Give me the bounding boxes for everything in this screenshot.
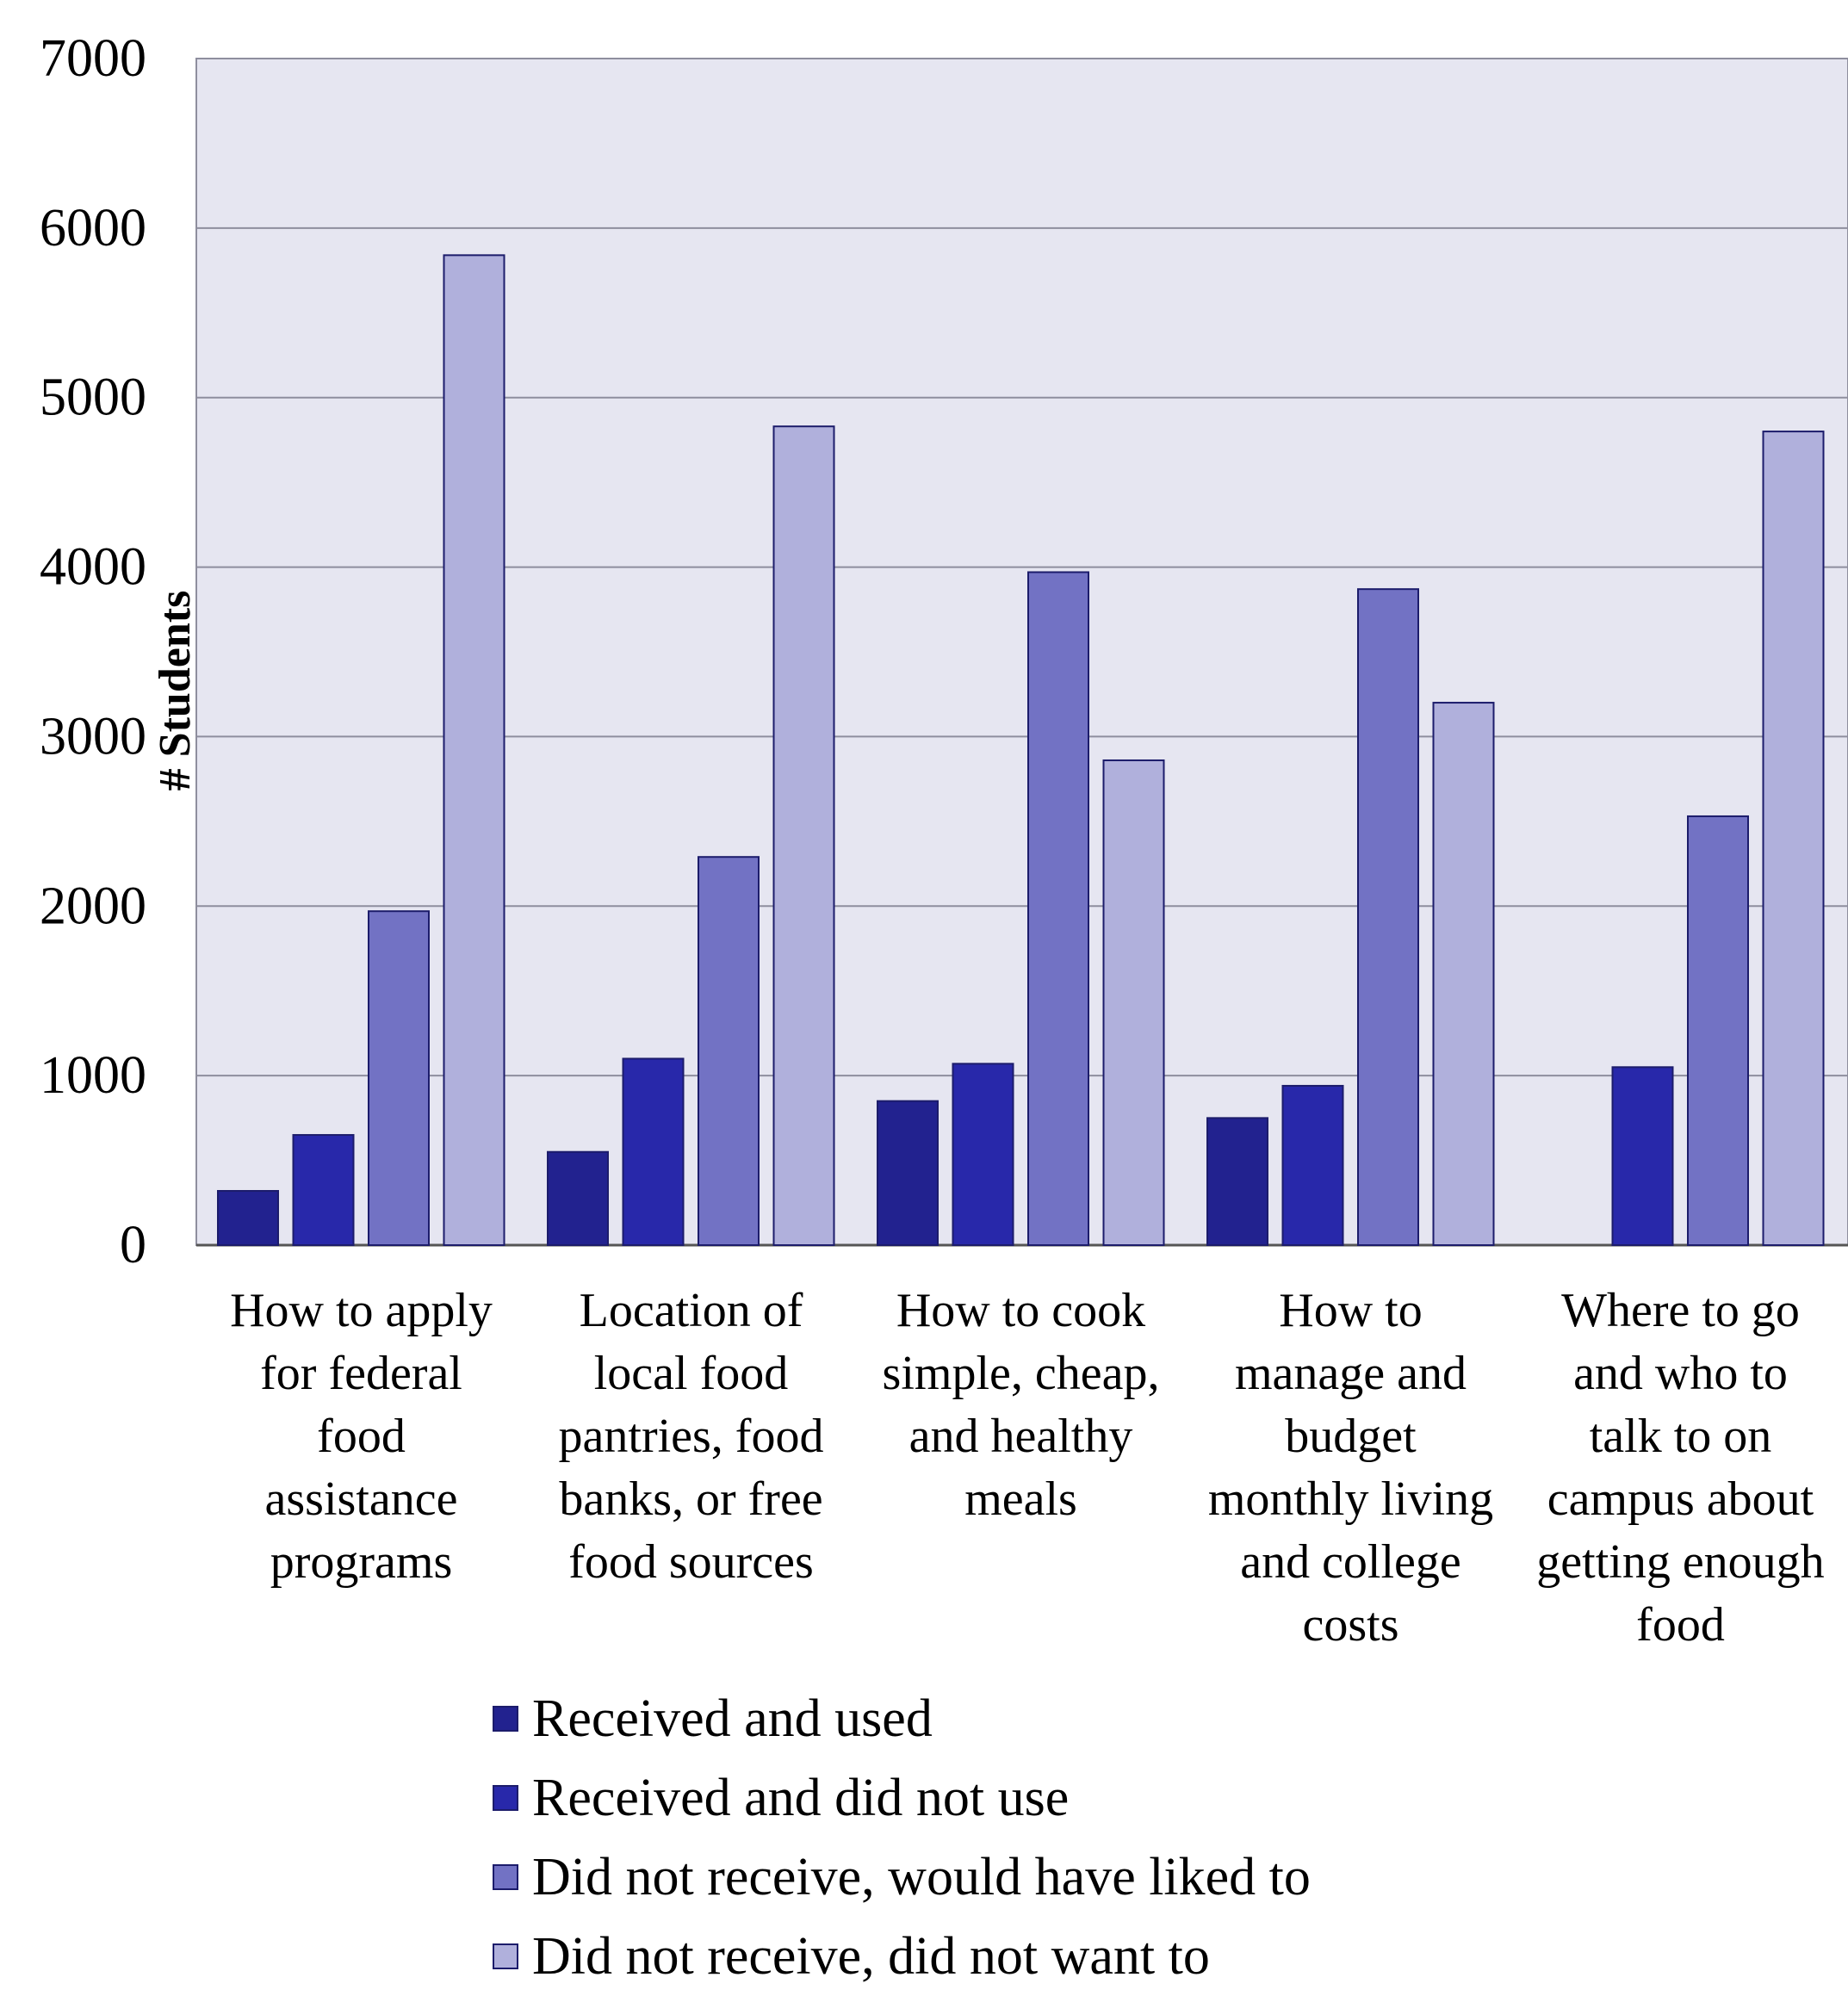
- x-category-label: How to manage and budget monthly living and …: [1208, 1284, 1493, 1652]
- legend-swatch: [493, 1864, 518, 1890]
- x-category-label: Location of local food pantries, food banks…: [559, 1284, 824, 1589]
- y-axis-title: # Students: [151, 591, 200, 791]
- bars: [217, 254, 1825, 1247]
- bar: [698, 856, 760, 1246]
- x-category-label: How to apply for federal food assistance pro…: [230, 1284, 493, 1589]
- bar: [877, 1100, 939, 1246]
- bar: [952, 1063, 1014, 1247]
- y-tick-label: 5000: [40, 369, 146, 427]
- y-tick-labels: 0 1000 2000 3000 4000 5000 6000 7000: [40, 29, 146, 1274]
- legend-label: Received and did not use: [532, 1769, 1070, 1827]
- legend-item: Received and used: [493, 1679, 1311, 1758]
- legend-label: Did not receive, would have liked to: [532, 1848, 1311, 1906]
- legend-label: Did not receive, did not want to: [532, 1927, 1210, 1986]
- x-category-label: Where to go and who to talk to on campus ab…: [1536, 1284, 1824, 1652]
- y-tick-label: 4000: [40, 538, 146, 597]
- y-tick-label: 7000: [40, 29, 146, 88]
- bar: [1357, 588, 1419, 1246]
- legend-item: Received and did not use: [493, 1758, 1311, 1838]
- bar: [547, 1150, 609, 1246]
- bar: [1687, 815, 1749, 1246]
- bar: [292, 1134, 355, 1246]
- bar: [217, 1190, 279, 1247]
- legend-item: Did not receive, would have liked to: [493, 1838, 1311, 1917]
- legend: Received and used Received and did not us…: [493, 1679, 1311, 1996]
- bar: [1206, 1117, 1268, 1247]
- y-tick-label: 2000: [40, 877, 146, 935]
- bar: [622, 1057, 685, 1247]
- bar-chart: 0 1000 2000 3000 4000 5000 6000 7000 How to app…: [40, 29, 1848, 1652]
- bar: [1281, 1084, 1344, 1247]
- legend-label: Received and used: [532, 1689, 933, 1748]
- bar: [368, 910, 430, 1246]
- bar: [1027, 571, 1089, 1246]
- legend-swatch: [493, 1706, 518, 1732]
- legend-swatch: [493, 1785, 518, 1811]
- y-tick-label: 3000: [40, 707, 146, 766]
- bar: [1102, 759, 1165, 1246]
- y-tick-label: 6000: [40, 199, 146, 257]
- bar: [772, 425, 835, 1246]
- bar: [1762, 431, 1825, 1247]
- bar: [443, 254, 505, 1247]
- y-tick-label: 0: [120, 1216, 146, 1274]
- legend-item: Did not receive, did not want to: [493, 1917, 1311, 1996]
- legend-swatch: [493, 1943, 518, 1969]
- y-tick-label: 1000: [40, 1046, 146, 1105]
- bar: [1432, 702, 1495, 1246]
- bar: [1611, 1066, 1674, 1247]
- x-category-labels: How to apply for federal food assistance pro…: [230, 1284, 1825, 1652]
- x-category-label: How to cook simple, cheap, and healthy meal…: [883, 1284, 1160, 1526]
